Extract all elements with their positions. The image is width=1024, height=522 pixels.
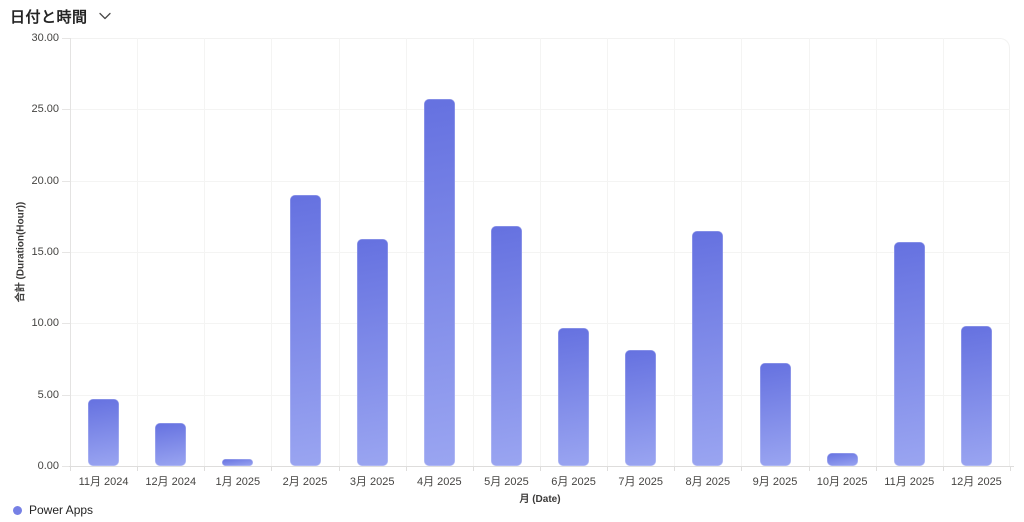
x-axis-category-label: 11月 2025 <box>884 476 935 488</box>
bar-chart-plot-area: 0.00 5.00 10.00 15.00 20.00 25.00 30.00 11月 202… <box>31 32 1014 488</box>
x-axis-category-label: 3月 2025 <box>349 476 395 488</box>
chart-bar[interactable] <box>356 239 388 466</box>
x-axis-category-label: 9月 2025 <box>752 476 798 488</box>
chevron-down-glyph <box>98 12 111 20</box>
chart-bar[interactable] <box>222 458 254 466</box>
x-axis-tick <box>271 466 273 471</box>
y-axis-tick <box>62 466 70 467</box>
gridline-vertical <box>204 38 206 466</box>
x-axis-tick <box>1010 466 1011 471</box>
chevron-down-icon[interactable] <box>97 8 113 24</box>
gridline-vertical <box>137 38 139 466</box>
gridline-vertical <box>271 38 273 466</box>
legend-series-label: Power Apps <box>29 503 94 517</box>
chart-bar[interactable] <box>893 242 925 466</box>
x-axis-tick <box>674 466 676 471</box>
x-axis-tick <box>70 466 71 471</box>
y-axis-tick-label: 15.00 <box>31 246 59 258</box>
x-axis-category-label: 1月 2025 <box>215 476 261 488</box>
chart-bar[interactable] <box>826 453 858 466</box>
y-axis-tick <box>62 109 70 111</box>
x-axis-tick <box>540 466 541 471</box>
x-axis-tick <box>204 466 206 471</box>
y-axis-tick-label: 20.00 <box>31 174 59 187</box>
x-axis-category-label: 8月 2025 <box>685 476 731 488</box>
chart-bar[interactable] <box>759 363 791 466</box>
chart-bar[interactable] <box>960 326 992 466</box>
chart-bar[interactable] <box>155 423 187 466</box>
x-axis-category-label: 11月 2024 <box>78 476 129 488</box>
gridline-vertical <box>338 38 340 466</box>
gridline-vertical <box>607 38 609 466</box>
gridline-vertical <box>875 38 877 466</box>
gridline-vertical <box>405 38 407 466</box>
chart-bar[interactable] <box>558 327 590 466</box>
x-axis-category-label: 5月 2025 <box>484 476 529 488</box>
x-axis-tick <box>808 466 810 471</box>
y-axis-tick-label: 5.00 <box>37 388 59 401</box>
gridline-vertical <box>808 38 810 466</box>
x-axis-tick <box>405 466 407 471</box>
chart-bar[interactable] <box>692 230 724 466</box>
x-axis-tick <box>338 466 340 471</box>
x-axis-category-label: 12月 2025 <box>951 476 1002 488</box>
y-axis-tick-label: 10.00 <box>31 317 59 330</box>
gridline-vertical <box>741 38 743 466</box>
legend-series-marker <box>13 505 22 515</box>
chart-bar[interactable] <box>490 226 522 466</box>
y-axis-tick <box>62 323 70 325</box>
x-axis-tick <box>875 466 877 471</box>
x-axis-category-label: 2月 2025 <box>282 476 328 488</box>
x-axis-line <box>69 466 1014 467</box>
x-axis-tick <box>607 466 609 471</box>
gridline-vertical <box>472 38 474 466</box>
x-axis-category-label: 10月 2025 <box>816 476 868 488</box>
x-axis-category-label: 12月 2024 <box>145 476 197 488</box>
y-axis-tick <box>62 252 70 253</box>
x-axis-tick <box>942 466 944 471</box>
y-axis-title: 合計 (Duration(Hour)) <box>15 201 27 303</box>
y-axis-tick <box>62 180 70 182</box>
chart-bar[interactable] <box>423 99 455 466</box>
legend: Power Apps <box>13 503 93 517</box>
y-axis-tick-label: 25.00 <box>31 103 59 116</box>
gridline-vertical <box>674 38 676 466</box>
gridline-vertical <box>942 38 944 466</box>
x-axis-title: 月 (Date) <box>519 494 561 505</box>
x-axis-category-label: 4月 2025 <box>416 476 462 488</box>
x-axis-tick <box>472 466 474 471</box>
x-axis-category-label: 7月 2025 <box>618 476 664 488</box>
gridline-vertical <box>540 38 541 466</box>
section-header: 日付と時間 <box>10 4 113 28</box>
x-axis-tick <box>137 466 139 471</box>
y-axis-tick-label: 30.00 <box>31 32 59 44</box>
chart-bar[interactable] <box>88 398 120 466</box>
y-axis-tick-label: 0.00 <box>37 460 59 472</box>
y-axis-tick <box>62 38 70 39</box>
x-axis-category-label: 6月 2025 <box>551 476 596 488</box>
page-title: 日付と時間 <box>10 8 88 26</box>
x-axis-tick <box>741 466 743 471</box>
chart-bar[interactable] <box>625 350 657 466</box>
chart-bar[interactable] <box>289 194 321 466</box>
y-axis-tick <box>62 394 70 396</box>
gridline-vertical <box>70 38 71 466</box>
